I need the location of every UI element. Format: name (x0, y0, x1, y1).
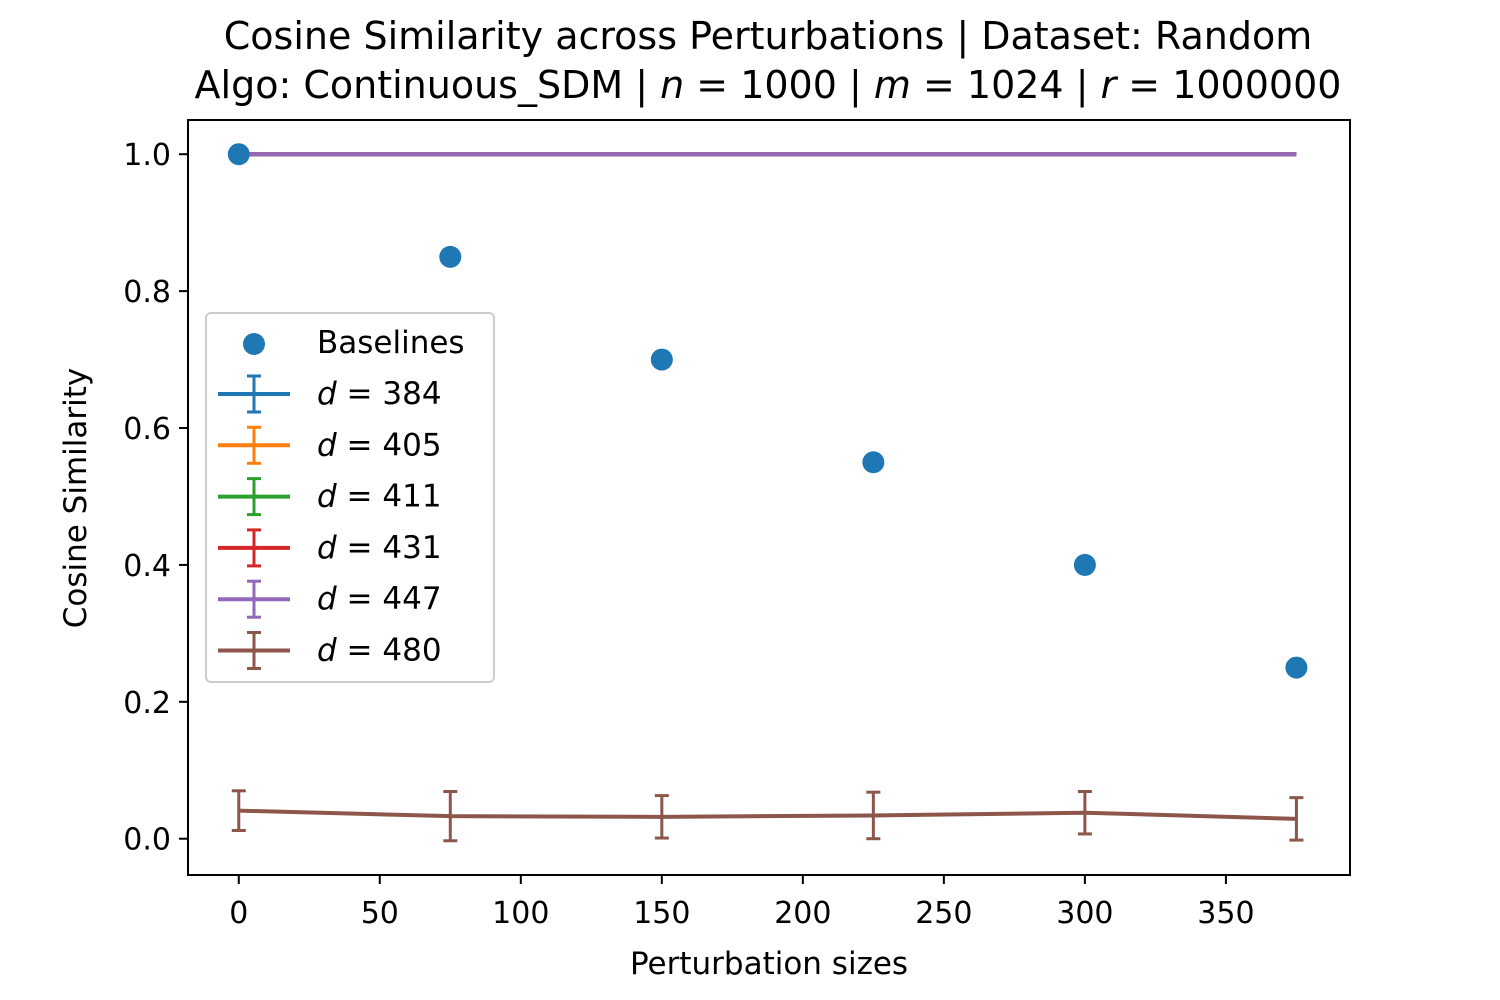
y-tick-label: 0.0 (123, 823, 171, 858)
title-part: r (1101, 63, 1119, 107)
series-line-d-480 (238, 808, 1297, 821)
x-tick-label: 350 (1197, 896, 1254, 931)
x-tick-label: 250 (915, 896, 972, 931)
baseline-point (650, 348, 673, 371)
x-tick-label: 300 (1056, 896, 1113, 931)
legend-label-d-480: d = 480 (317, 633, 442, 669)
legend-value: = 411 (337, 479, 442, 515)
legend-var: d (317, 427, 337, 463)
legend-label-d-405: d = 405 (317, 427, 442, 463)
y-tick-label: 1.0 (123, 138, 171, 173)
legend-value: = 447 (337, 581, 442, 617)
legend-var: d (317, 376, 337, 412)
legend-value: = 405 (337, 427, 442, 463)
legend-label-d-384: d = 384 (317, 376, 442, 412)
plot-frame (187, 119, 1351, 876)
legend-marker-baselines (243, 333, 265, 355)
x-tick-label: 100 (492, 896, 549, 931)
title-part: Algo: Continuous_SDM | (195, 63, 661, 108)
y-tick-label: 0.8 (123, 275, 171, 310)
legend-label-d-431: d = 431 (317, 530, 442, 566)
legend-box (205, 312, 495, 683)
title-part: = 1000000 (1116, 63, 1341, 107)
legend-label-d-411: d = 411 (317, 479, 442, 515)
legend-var: d (317, 581, 337, 617)
x-tick-label: 200 (774, 896, 831, 931)
title-part: = 1024 | (911, 63, 1101, 108)
legend-value: = 480 (337, 633, 442, 669)
y-tick-label: 0.4 (123, 549, 171, 584)
baseline-point (439, 245, 462, 268)
y-tick-label: 0.6 (123, 412, 171, 447)
legend-var: d (317, 633, 337, 669)
x-tick-label: 150 (633, 896, 690, 931)
y-axis-label: Cosine Similarity (58, 368, 94, 629)
title-part: m (874, 63, 911, 107)
x-axis-label: Perturbation sizes (630, 946, 908, 982)
baseline-point (1073, 553, 1096, 576)
x-tick-label: 50 (361, 896, 399, 931)
baseline-point (862, 451, 885, 474)
chart-title: Cosine Similarity across Perturbations |… (224, 14, 1312, 59)
legend-value: = 384 (337, 376, 442, 412)
title-part: = 1000 | (684, 63, 874, 108)
x-tick-label: 0 (229, 896, 248, 931)
legend-var: d (317, 479, 337, 515)
legend-value: = 431 (337, 530, 442, 566)
legend-label-baselines: Baselines (317, 325, 465, 361)
title-part: n (660, 63, 684, 107)
legend-var: d (317, 530, 337, 566)
chart-subtitle: Algo: Continuous_SDM | n = 1000 | m = 10… (195, 63, 1342, 108)
y-tick-label: 0.2 (123, 686, 171, 721)
legend-label-d-447: d = 447 (317, 581, 442, 617)
baseline-point (227, 143, 250, 166)
baseline-point (1285, 656, 1308, 679)
